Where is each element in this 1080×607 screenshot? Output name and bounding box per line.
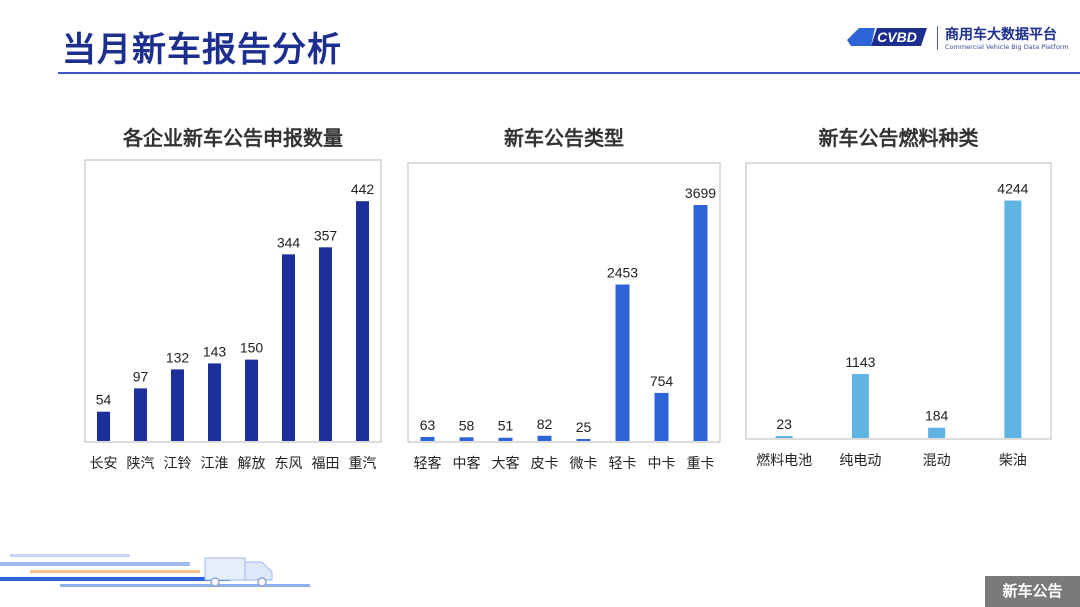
chart-fuel-title: 新车公告燃料种类 xyxy=(818,126,979,150)
brand-logo-icon: CVBD xyxy=(847,28,927,46)
brand-block: CVBD 商用车大数据平台 Commercial Vehicle Big Dat… xyxy=(845,22,1075,56)
chart-type-bar xyxy=(537,435,552,441)
chart-type-data-label: 82 xyxy=(537,416,553,432)
chart-fuel-bar xyxy=(928,427,946,438)
chart-enterprise-bar xyxy=(356,201,369,441)
chart-enterprise-data-label: 54 xyxy=(96,392,112,408)
chart-fuel-data-label: 1143 xyxy=(845,354,875,370)
chart-enterprise-frame xyxy=(84,159,382,443)
chart-enterprise-bar xyxy=(245,359,258,441)
chart-fuel-category-label: 燃料电池 xyxy=(756,452,812,469)
chart-type-bar xyxy=(459,437,474,441)
chart-fuel-data-label: 4244 xyxy=(997,181,1028,197)
chart-type-category-label: 中客 xyxy=(453,455,481,472)
chart-enterprise-category-label: 陕汽 xyxy=(127,456,155,472)
chart-type-category-label: 中卡 xyxy=(648,456,676,472)
chart-type-category-label: 重卡 xyxy=(687,456,715,472)
chart-type-data-label: 58 xyxy=(459,417,475,433)
chart-enterprise-category-label: 江铃 xyxy=(164,456,192,472)
chart-enterprise-category-label: 江淮 xyxy=(201,456,229,472)
brand-logo-text: CVBD xyxy=(877,29,917,45)
chart-type-bar xyxy=(576,439,591,441)
chart-enterprise-bar xyxy=(171,369,184,441)
chart-type-bar xyxy=(693,205,708,441)
chart-type-category-label: 大客 xyxy=(492,455,520,472)
chart-fuel-bar xyxy=(775,436,793,438)
chart-type-data-label: 51 xyxy=(498,418,514,434)
chart-enterprise-data-label: 344 xyxy=(277,234,301,250)
chart-enterprise-bar xyxy=(134,388,147,441)
chart-enterprise-data-label: 97 xyxy=(133,368,149,384)
chart-type-category-label: 轻卡 xyxy=(609,456,637,472)
chart-type-data-label: 25 xyxy=(576,419,592,435)
chart-enterprise-category-label: 东风 xyxy=(275,456,303,472)
chart-enterprise-data-label: 150 xyxy=(240,340,264,356)
chart-enterprise-category-label: 解放 xyxy=(238,456,266,472)
chart-enterprise-bar xyxy=(97,411,110,441)
chart-enterprise-bar xyxy=(319,247,332,441)
chart-type-data-label: 63 xyxy=(420,417,436,433)
chart-fuel-frame xyxy=(745,162,1052,440)
chart-enterprise-category-label: 重汽 xyxy=(349,456,377,472)
chart-type-bar xyxy=(615,284,630,441)
chart-fuel-category-label: 柴油 xyxy=(999,453,1027,469)
chart-fuel-bar xyxy=(1004,200,1022,438)
brand-subtitle: Commercial Vehicle Big Data Platform xyxy=(945,43,1069,51)
chart-enterprise-category-label: 长安 xyxy=(90,456,118,472)
chart-type-bar xyxy=(420,436,435,441)
title-divider xyxy=(58,72,1080,74)
chart-enterprise-category-label: 福田 xyxy=(312,456,340,472)
chart-enterprise-data-label: 132 xyxy=(166,349,190,365)
chart-fuel-category-label: 纯电动 xyxy=(839,453,881,469)
chart-fuel-data-label: 184 xyxy=(925,408,949,424)
chart-enterprise-data-label: 357 xyxy=(314,227,338,243)
brand-name: 商用车大数据平台 xyxy=(945,27,1057,43)
chart-fuel-data-label: 23 xyxy=(776,416,792,432)
header: 当月新车报告分析 CVBD 商用车大数据平台 Commercial Vehicl… xyxy=(0,0,1080,80)
chart-enterprise-bar xyxy=(208,363,221,441)
brand-divider xyxy=(937,26,938,50)
chart-type-bar xyxy=(498,437,513,441)
section-tag: 新车公告 xyxy=(985,576,1080,607)
chart-enterprise-data-label: 442 xyxy=(351,181,375,197)
chart-type-data-label: 3699 xyxy=(685,185,716,201)
chart-type-category-label: 微卡 xyxy=(570,456,598,472)
chart-type-bar xyxy=(654,392,669,441)
chart-enterprise-data-label: 143 xyxy=(203,343,227,359)
chart-type-title: 新车公告类型 xyxy=(504,126,624,150)
chart-fuel-category-label: 混动 xyxy=(923,453,951,469)
chart-type-frame xyxy=(407,162,721,443)
page-title: 当月新车报告分析 xyxy=(62,30,342,70)
chart-type-data-label: 754 xyxy=(650,373,674,389)
chart-type-category-label: 轻客 xyxy=(414,455,442,472)
truck-decoration xyxy=(0,554,310,587)
chart-enterprise-title: 各企业新车公告申报数量 xyxy=(123,126,343,150)
chart-type-category-label: 皮卡 xyxy=(531,456,559,472)
chart-type-data-label: 2453 xyxy=(607,265,638,281)
chart-fuel-bar xyxy=(851,374,869,438)
chart-enterprise-bar xyxy=(282,254,295,441)
